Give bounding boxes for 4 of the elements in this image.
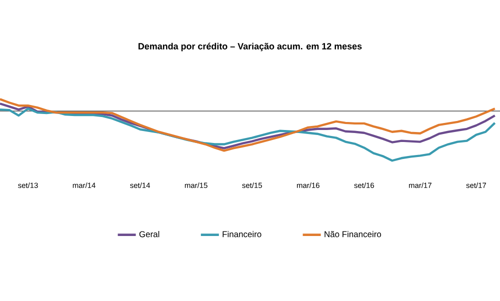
legend-label: Financeiro	[222, 230, 262, 238]
chart-title: Demanda por crédito – Variação acum. em 12 meses	[138, 42, 362, 52]
legend-label: Geral	[139, 230, 160, 238]
legend-label: Não Financeiro	[324, 230, 382, 238]
